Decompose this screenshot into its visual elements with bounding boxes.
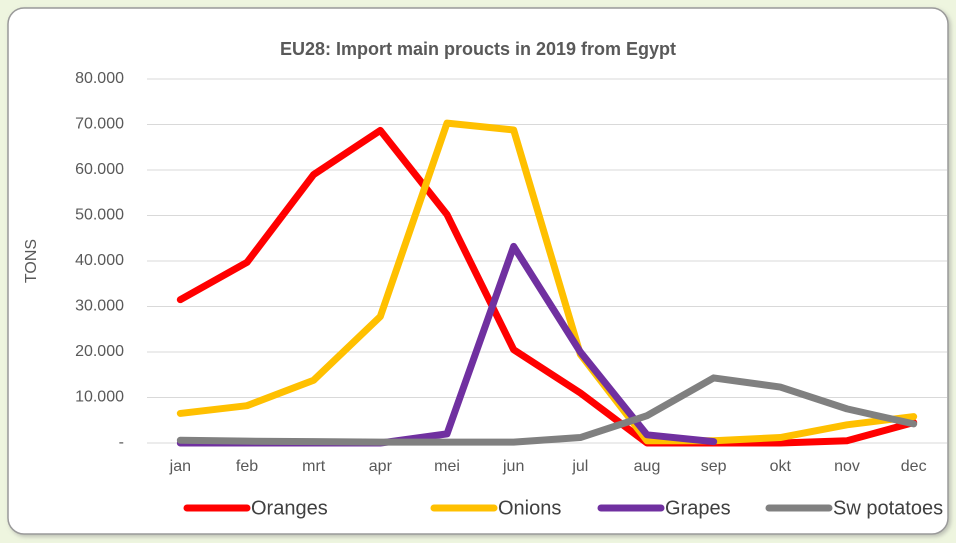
series-line: [176, 126, 918, 447]
legend-label: Sw potatoes: [833, 497, 943, 519]
y-axis-label: TONS: [23, 239, 40, 283]
y-tick-label: 80.000: [75, 70, 124, 87]
y-tick-label: 30.000: [75, 298, 124, 315]
x-tick-label: jul: [571, 458, 588, 475]
legend-label: Grapes: [665, 497, 731, 519]
x-tick-label: feb: [236, 458, 258, 475]
y-tick-label: 70.000: [75, 116, 124, 133]
x-tick-label: aug: [634, 458, 661, 475]
x-tick-label: sep: [701, 458, 727, 475]
x-tick-label: mei: [434, 458, 460, 475]
series-line: [176, 119, 918, 445]
x-tick-label: mrt: [302, 458, 326, 475]
x-tick-label: nov: [834, 458, 860, 475]
x-tick-label: dec: [901, 458, 927, 475]
y-tick-label: 20.000: [75, 343, 124, 360]
x-tick-label: jun: [502, 458, 524, 475]
x-tick-label: apr: [369, 458, 393, 475]
y-tick-label: 10.000: [75, 389, 124, 406]
series-line: [176, 374, 918, 446]
y-tick-label: 60.000: [75, 161, 124, 178]
x-tick-label: jan: [169, 458, 191, 475]
y-tick-label: 40.000: [75, 252, 124, 269]
legend-label: Onions: [498, 497, 561, 519]
plot: [147, 78, 947, 447]
y-tick-label: -: [119, 434, 124, 451]
chart-title: EU28: Import main proucts in 2019 from E…: [280, 39, 676, 59]
legend-label: Oranges: [251, 497, 328, 519]
y-tick-label: 50.000: [75, 207, 124, 224]
x-tick-label: okt: [770, 458, 792, 475]
